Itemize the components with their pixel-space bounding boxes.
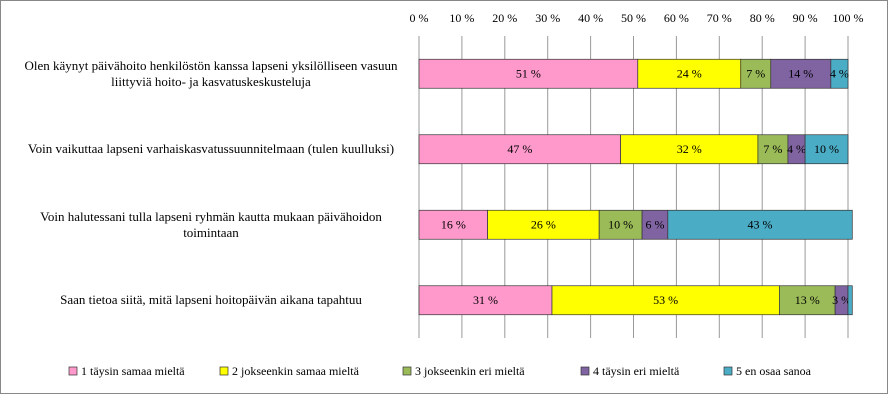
- category-label: Voin halutessani tulla lapseni ryhmän ka…: [40, 208, 382, 240]
- category-label: Voin vaikuttaa lapseni varhaiskasvatussu…: [27, 141, 395, 157]
- bar-segment: [418, 209, 488, 240]
- legend-swatch: [68, 366, 78, 376]
- bar-segment: [804, 134, 849, 165]
- x-tick-label: 60 %: [664, 11, 689, 25]
- legend-swatch: [723, 366, 733, 376]
- legend-swatch: [402, 366, 412, 376]
- bar-segment: [598, 209, 643, 240]
- value-label: 3 %: [832, 293, 851, 307]
- bar-segment: [641, 209, 669, 240]
- bar-segment: [620, 134, 759, 165]
- x-tick-label: 70 %: [707, 11, 732, 25]
- category-label: Olen käynyt päivähoito henkilöstön kanss…: [24, 57, 398, 89]
- bar-segment: [551, 285, 780, 316]
- bar-segment: [418, 134, 621, 165]
- legend-label: 5 en osaa sanoa: [736, 364, 812, 378]
- value-label: 53 %: [653, 293, 678, 307]
- x-tick-label: 100 %: [833, 11, 864, 25]
- x-tick-label: 30 %: [535, 11, 560, 25]
- value-label: 31 %: [473, 293, 498, 307]
- bar-segment: [847, 285, 853, 316]
- value-label: 43 %: [748, 218, 773, 232]
- value-label: 24 %: [677, 67, 702, 81]
- bar-segment: [667, 209, 853, 240]
- bar-segment: [418, 58, 639, 89]
- x-tick-label: 40 %: [578, 11, 603, 25]
- x-tick-label: 50 %: [621, 11, 646, 25]
- legend-swatch: [580, 366, 590, 376]
- x-tick-label: 90 %: [793, 11, 818, 25]
- value-label: 4 %: [787, 142, 806, 156]
- category-label: Saan tietoa siitä, mitä lapseni hoitopäi…: [60, 292, 362, 308]
- value-label: 14 %: [788, 67, 813, 81]
- value-label: 4 %: [830, 67, 849, 81]
- legend-label: 3 jokseenkin eri mieltä: [415, 364, 525, 378]
- bar-segment: [487, 209, 600, 240]
- value-label: 47 %: [507, 142, 532, 156]
- legend-label: 4 täysin eri mieltä: [593, 364, 680, 378]
- value-label: 7 %: [746, 67, 765, 81]
- x-tick-label: 0 %: [410, 11, 429, 25]
- x-tick-label: 10 %: [449, 11, 474, 25]
- value-label: 7 %: [763, 142, 782, 156]
- bar-segment: [418, 285, 553, 316]
- bar-segment: [830, 58, 849, 89]
- legend-label: 2 jokseenkin samaa mieltä: [232, 364, 360, 378]
- x-tick-label: 80 %: [750, 11, 775, 25]
- value-label: 13 %: [795, 293, 820, 307]
- value-label: 10 %: [608, 218, 633, 232]
- x-tick-label: 20 %: [492, 11, 517, 25]
- value-label: 32 %: [677, 142, 702, 156]
- legend-swatch: [219, 366, 229, 376]
- bar-segment: [757, 134, 789, 165]
- value-label: 6 %: [645, 218, 664, 232]
- value-label: 10 %: [814, 142, 839, 156]
- value-label: 16 %: [441, 218, 466, 232]
- value-label: 51 %: [516, 67, 541, 81]
- bar-segment: [779, 285, 836, 316]
- value-label: 26 %: [531, 218, 556, 232]
- bar-segment: [770, 58, 832, 89]
- legend-label: 1 täysin samaa mieltä: [81, 364, 185, 378]
